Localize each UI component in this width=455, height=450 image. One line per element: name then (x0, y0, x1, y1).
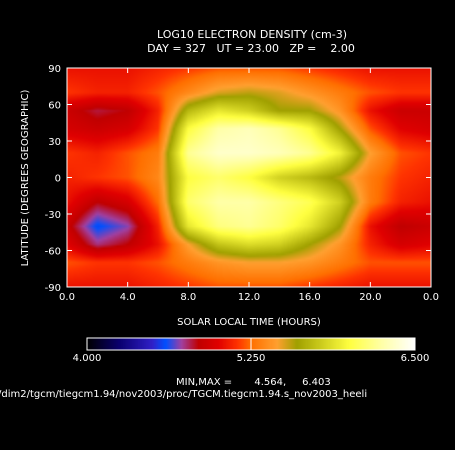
y-tick-label: -90 (45, 283, 61, 294)
y-axis: 90 60 30 0 -30 -60 -90 (45, 64, 431, 294)
x-axis: 0.0 4.0 8.0 12.0 16.0 20.0 0.0 (59, 68, 439, 303)
y-tick-label: 0 (55, 174, 61, 185)
colorbar-min-label: 4.000 (73, 353, 102, 364)
y-tick-label: 90 (48, 64, 61, 75)
x-tick-label: 8.0 (180, 292, 196, 303)
colorbar: 4.000 5.250 6.500 (73, 337, 430, 364)
y-tick-label: -30 (45, 210, 61, 221)
colorbar-max-label: 6.500 (401, 353, 430, 364)
x-tick-label: 4.0 (120, 292, 136, 303)
minmax-readout: MIN,MAX = 4.564, 6.403 (176, 377, 331, 388)
x-axis-label: SOLAR LOCAL TIME (HOURS) (177, 317, 321, 328)
chart-title: LOG10 ELECTRON DENSITY (cm-3) (157, 28, 347, 41)
source-file-path: /dim2/tgcm/tiegcm1.94/nov2003/proc/TGCM.… (0, 389, 368, 400)
y-tick-label: 30 (48, 137, 61, 148)
x-tick-label: 16.0 (299, 292, 321, 303)
y-axis-label: LATITUDE (DEGREES GEOGRAPHIC) (20, 90, 31, 267)
plot-area: 0.0 4.0 8.0 12.0 16.0 20.0 0.0 90 60 30 0 -30 -60 -9… (45, 64, 439, 303)
y-tick-label: 60 (48, 101, 61, 112)
x-tick-label: 0.0 (423, 292, 439, 303)
heatmap-image (67, 68, 431, 287)
y-tick-label: -60 (45, 247, 61, 258)
chart-subtitle: DAY = 327 UT = 23.00 ZP = 2.00 (147, 42, 355, 55)
colorbar-mid-label: 5.250 (237, 353, 266, 364)
x-tick-label: 0.0 (59, 292, 75, 303)
x-tick-label: 20.0 (359, 292, 381, 303)
x-tick-label: 12.0 (238, 292, 260, 303)
